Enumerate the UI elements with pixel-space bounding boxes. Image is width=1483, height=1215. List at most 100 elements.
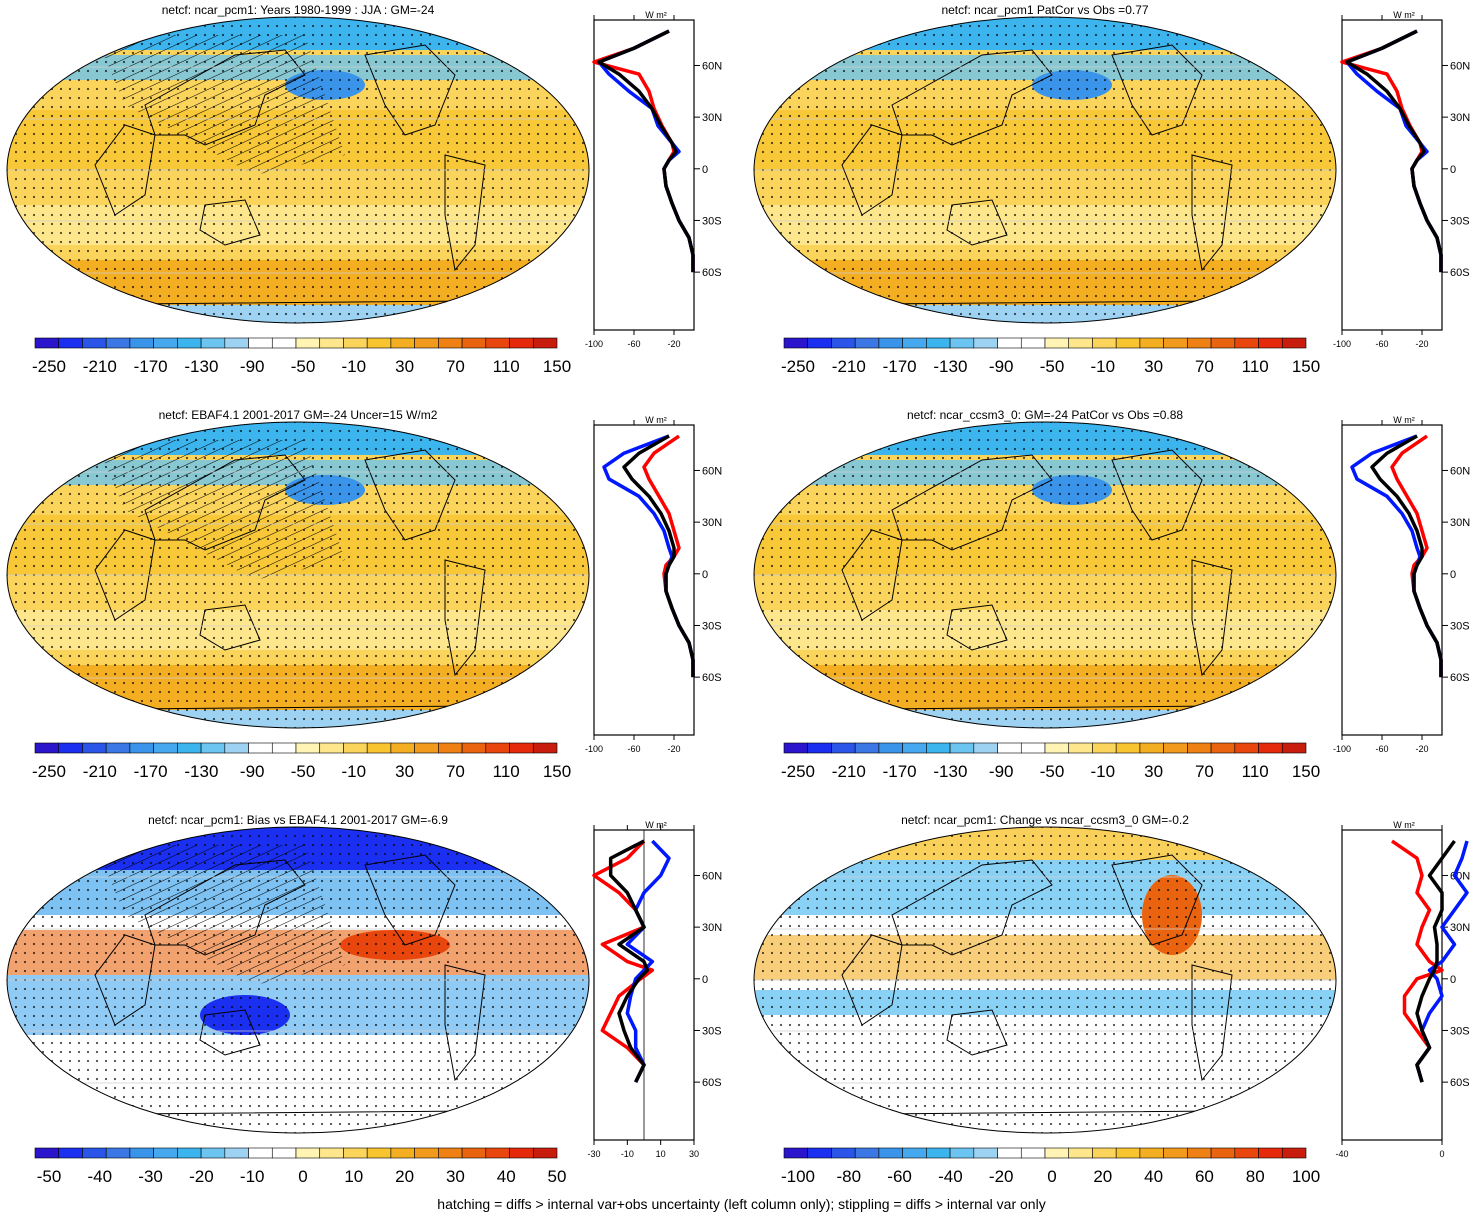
profile-xtick: -20 xyxy=(667,339,680,349)
colorbar-label: -130 xyxy=(184,762,218,781)
lat-label: 30S xyxy=(702,620,722,632)
colorbar-swatch xyxy=(177,337,202,349)
colorbar-swatch xyxy=(509,742,534,754)
colorbar-label: -90 xyxy=(240,762,265,781)
colorbar-swatch xyxy=(414,1147,439,1159)
colorbar-label: 110 xyxy=(493,762,520,781)
colorbar-swatch xyxy=(854,742,880,754)
colorbar-swatch xyxy=(997,742,1022,754)
colorbar-label: 30 xyxy=(395,762,414,781)
colorbar-label: -250 xyxy=(32,357,66,376)
colorbar-swatch xyxy=(1092,742,1117,754)
lat-label: 0 xyxy=(1450,974,1456,986)
colorbar-label: 110 xyxy=(1242,762,1269,781)
profile-xtick: -20 xyxy=(1415,744,1428,754)
colorbar-label: -30 xyxy=(138,1167,163,1186)
colorbar-label: 150 xyxy=(1292,762,1320,781)
profile-series-red xyxy=(1390,434,1443,678)
colorbar-swatch xyxy=(390,742,415,754)
colorbar-swatch xyxy=(878,337,903,349)
lat-label: 30N xyxy=(702,922,722,934)
colorbar-swatch xyxy=(807,337,832,349)
colorbar-swatch xyxy=(1163,337,1188,349)
colorbar-swatch xyxy=(438,337,463,349)
colorbar-swatch xyxy=(1187,742,1212,754)
colorbar-swatch xyxy=(129,1147,154,1159)
colorbar-label: -130 xyxy=(184,357,218,376)
colorbar-swatch xyxy=(854,1147,880,1159)
colorbar-swatch xyxy=(224,337,249,349)
profile-xtick: -30 xyxy=(587,1149,600,1159)
colorbar-label: 20 xyxy=(1093,1167,1112,1186)
map-robinson xyxy=(753,16,1337,324)
colorbar-label: -50 xyxy=(1040,357,1065,376)
panel-title: netcf: ncar_pcm1: Bias vs EBAF4.1 2001-2… xyxy=(148,813,448,827)
map-robinson xyxy=(753,421,1337,729)
colorbar-swatch xyxy=(1163,1147,1188,1159)
map-border xyxy=(753,826,1337,1134)
colorbar: -250 -210 -170 -130 -90 -50 -10 30 70 110 150 xyxy=(32,337,571,376)
map-robinson xyxy=(6,826,590,1134)
colorbar-swatch xyxy=(831,1147,856,1159)
colorbar-swatch xyxy=(1281,1147,1307,1159)
profile-xtick: -100 xyxy=(1333,744,1351,754)
colorbar-swatch xyxy=(509,337,534,349)
colorbar-swatch xyxy=(366,337,392,349)
colorbar-swatch xyxy=(878,742,903,754)
profile-units: W m² xyxy=(645,10,667,20)
colorbar-label: -210 xyxy=(832,762,866,781)
colorbar: -100 -80 -60 -40 -20 0 20 40 60 80 100 xyxy=(781,1147,1320,1186)
colorbar-swatch xyxy=(1092,1147,1117,1159)
map-border xyxy=(6,826,590,1134)
colorbar-swatch xyxy=(58,337,83,349)
map-robinson xyxy=(753,826,1337,1134)
profile-series-black xyxy=(597,29,695,273)
profile-series-black xyxy=(1415,839,1456,1083)
colorbar-swatch xyxy=(34,742,60,754)
colorbar-swatch xyxy=(1210,742,1236,754)
colorbar-label: -50 xyxy=(37,1167,62,1186)
lat-label: 30N xyxy=(1450,517,1470,529)
colorbar-label: 0 xyxy=(298,1167,307,1186)
lat-label: 60S xyxy=(702,672,722,684)
colorbar-swatch xyxy=(1044,337,1070,349)
lat-label: 60N xyxy=(1450,60,1470,72)
colorbar-label: 150 xyxy=(543,357,571,376)
colorbar-swatch xyxy=(902,337,927,349)
colorbar-label: 70 xyxy=(446,357,465,376)
colorbar-swatch xyxy=(1068,1147,1093,1159)
colorbar-swatch xyxy=(973,337,998,349)
lat-label: 60S xyxy=(1450,672,1470,684)
profile-units: W m² xyxy=(1393,10,1415,20)
hatching xyxy=(95,35,345,175)
colorbar-label: -250 xyxy=(781,762,815,781)
lat-label: 60N xyxy=(1450,465,1470,477)
colorbar-label: 80 xyxy=(1246,1167,1265,1186)
colorbar-label: -210 xyxy=(832,357,866,376)
profile-xtick: -60 xyxy=(1375,744,1388,754)
profile-xtick: -10 xyxy=(621,1149,634,1159)
colorbar-swatch xyxy=(58,742,83,754)
colorbar-swatch xyxy=(82,1147,107,1159)
colorbar-label: 40 xyxy=(1144,1167,1163,1186)
colorbar-swatch xyxy=(997,337,1022,349)
colorbar-swatch xyxy=(271,337,297,349)
colorbar: -250 -210 -170 -130 -90 -50 -10 30 70 110 150 xyxy=(32,742,571,781)
colorbar-label: 10 xyxy=(344,1167,363,1186)
lat-label: 30N xyxy=(702,112,722,124)
colorbar-swatch xyxy=(224,1147,249,1159)
lat-label: 0 xyxy=(702,569,708,581)
colorbar-swatch xyxy=(1115,1147,1141,1159)
colorbar-swatch xyxy=(295,1147,321,1159)
map-border xyxy=(6,421,590,729)
profile-units: W m² xyxy=(645,415,667,425)
colorbar-swatch xyxy=(343,742,368,754)
colorbar-label: -90 xyxy=(240,357,265,376)
profile-series-red xyxy=(1391,839,1444,1083)
colorbar-swatch xyxy=(1139,1147,1164,1159)
colorbar-label: -170 xyxy=(883,762,917,781)
colorbar-label: -20 xyxy=(189,1167,214,1186)
colorbar-swatch xyxy=(831,337,856,349)
colorbar-swatch xyxy=(1139,337,1164,349)
colorbar-swatch xyxy=(461,1147,487,1159)
